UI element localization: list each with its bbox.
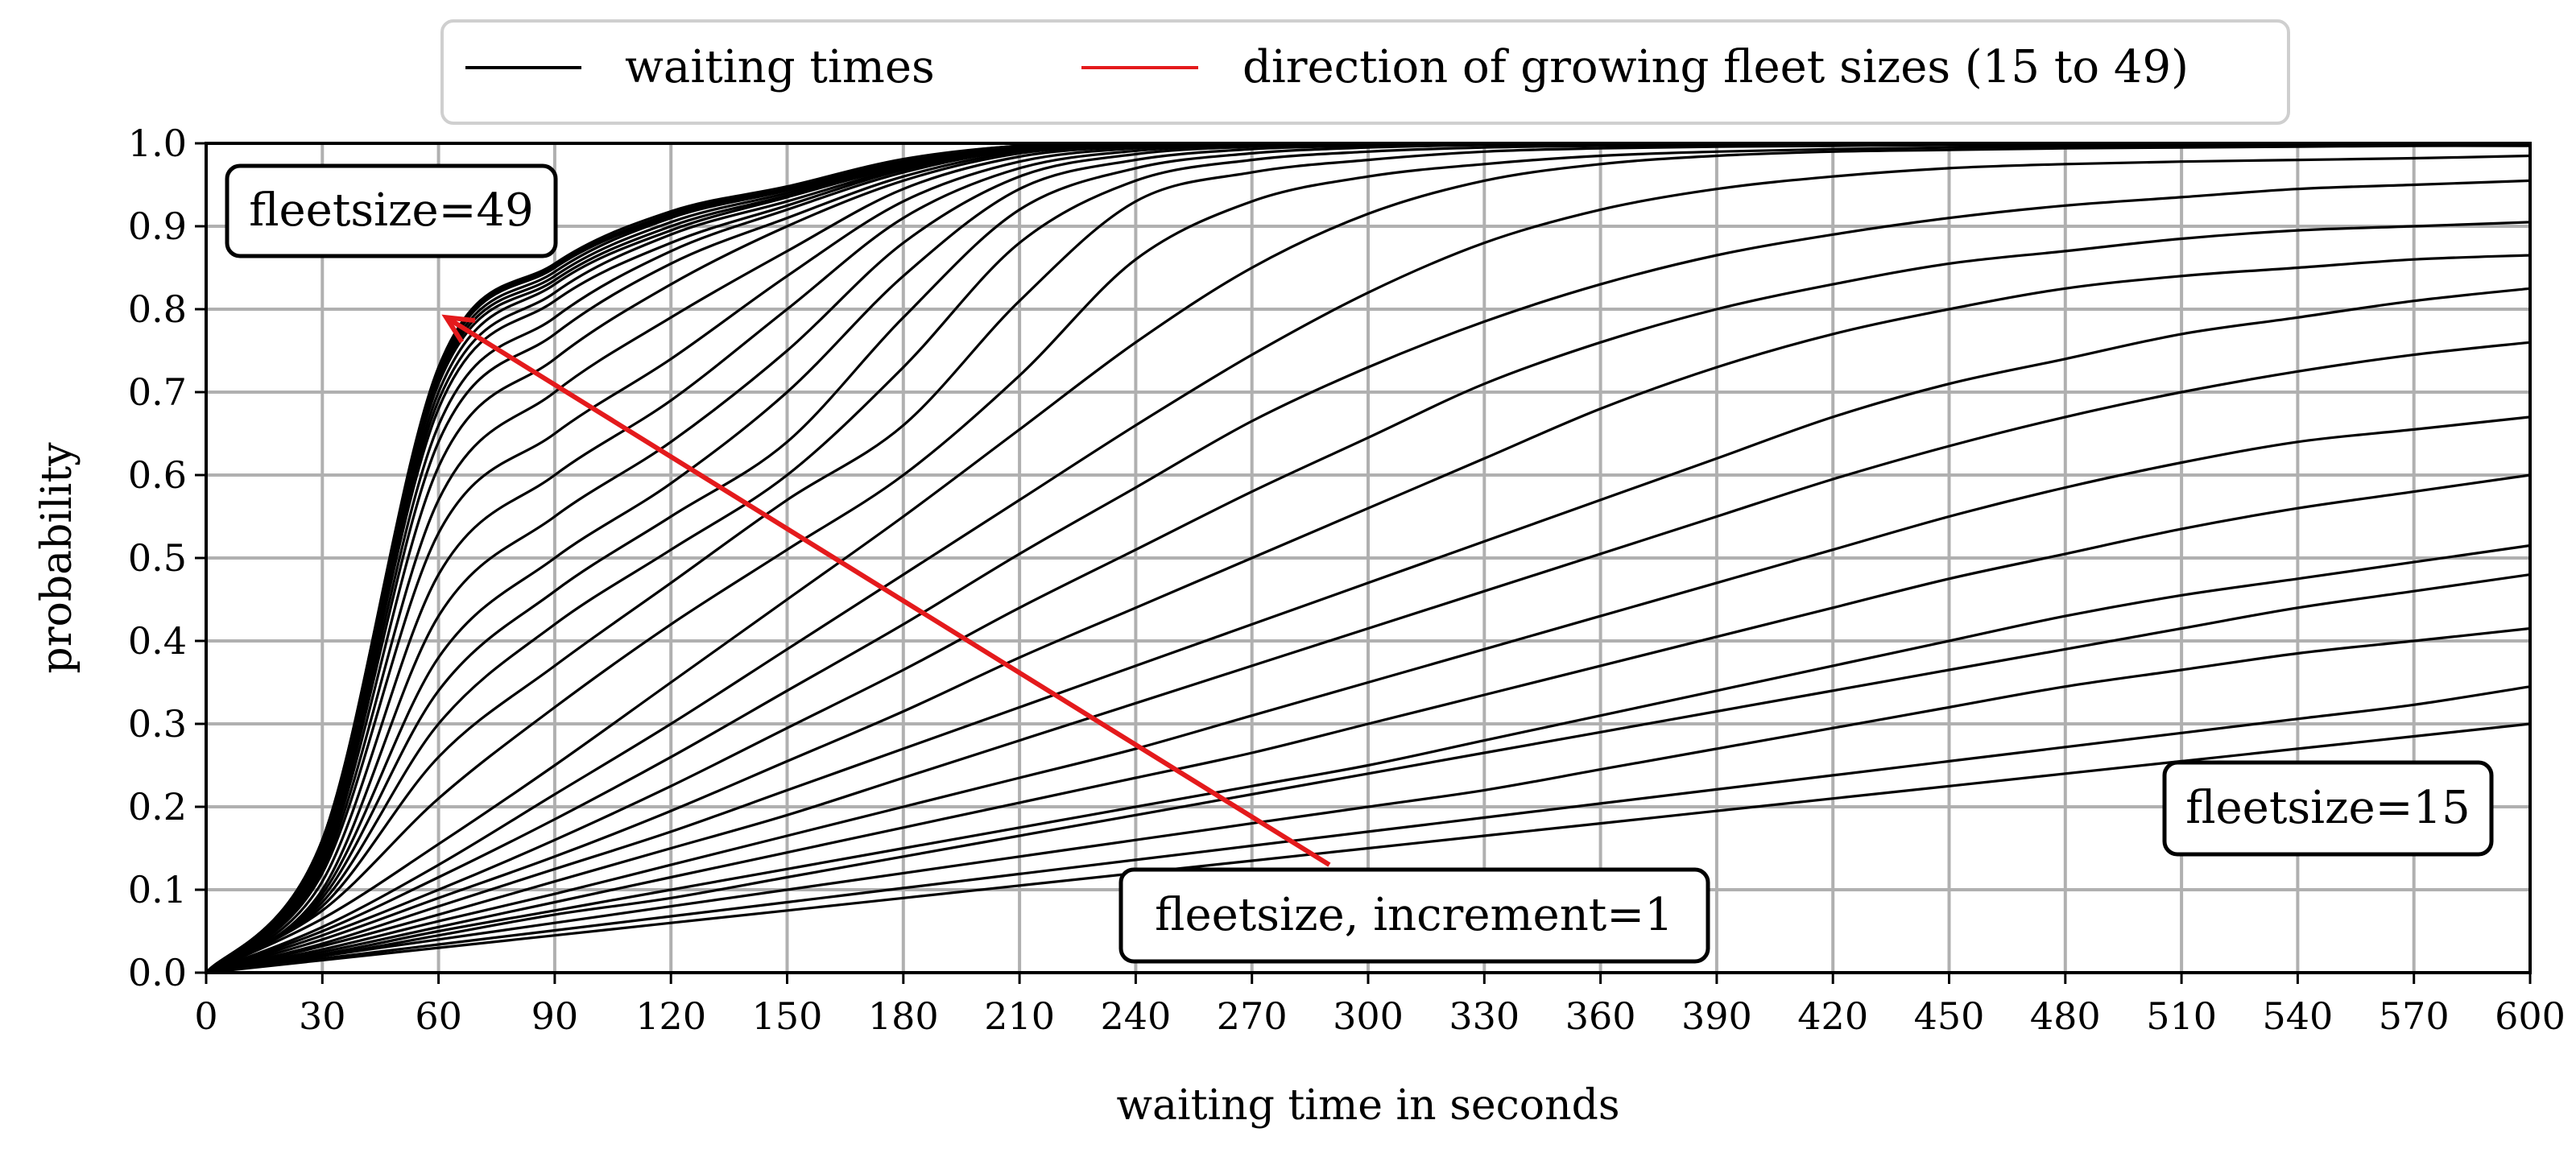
waiting-time-curve-3	[205, 573, 2531, 974]
waiting-time-curve-4	[205, 544, 2531, 974]
waiting-time-curve-12	[205, 154, 2531, 974]
y-tick-label: 0.2	[128, 785, 187, 829]
annotation-fleetsize-15: fleetsize=15	[2162, 760, 2494, 857]
y-axis-ticks: 0.0 0.1 0.2 0.3 0.4 0.5 0.6 0.7 0.8 0.9 1.0	[128, 122, 206, 994]
direction-arrow-head	[441, 314, 476, 344]
y-tick-label: 0.7	[128, 370, 187, 414]
legend-label-direction: direction of growing fleet sizes (15 to …	[1243, 41, 2189, 93]
annotation-text-bottom-right: fleetsize=15	[2185, 782, 2471, 834]
waiting-time-curve-8	[205, 287, 2531, 974]
legend-label-waiting-times: waiting times	[625, 41, 935, 93]
annotation-box	[225, 163, 558, 258]
waiting-time-curve-1	[205, 685, 2531, 974]
x-tick-label: 180	[868, 994, 939, 1038]
annotation-text-arrow: fleetsize, increment=1	[1155, 889, 1673, 941]
x-tick-label: 450	[1914, 994, 1985, 1038]
y-tick-label: 0.6	[128, 453, 187, 497]
y-tick-label: 0.5	[128, 536, 187, 580]
direction-arrow	[441, 314, 1331, 867]
annotation-arrow-label: fleetsize, increment=1	[1118, 867, 1710, 964]
x-tick-label: 330	[1449, 994, 1520, 1038]
x-tick-label: 420	[1797, 994, 1868, 1038]
x-tick-label: 60	[415, 994, 462, 1038]
waiting-time-curve-11	[205, 179, 2531, 974]
annotation-text-top-left: fleetsize=49	[249, 184, 534, 237]
annotation-fleetsize-49: fleetsize=49	[225, 163, 558, 258]
x-axis-ticks: 0 30 60 90 120 150 180 210 240 270 300 330 360 390 420…	[194, 973, 2566, 1038]
x-tick-label: 300	[1333, 994, 1404, 1038]
y-tick-label: 0.3	[128, 702, 187, 746]
x-tick-label: 30	[299, 994, 346, 1038]
y-tick-label: 0.0	[128, 951, 187, 994]
waiting-time-curve-9	[205, 254, 2531, 974]
y-tick-label: 0.1	[128, 868, 187, 911]
x-tick-label: 240	[1100, 994, 1171, 1038]
legend: waiting times direction of growing fleet…	[440, 19, 2290, 125]
x-tick-label: 0	[194, 994, 217, 1038]
y-tick-label: 0.4	[128, 619, 187, 663]
waiting-time-curve-7	[205, 341, 2531, 974]
y-tick-label: 0.9	[128, 205, 187, 248]
y-tick-label: 1.0	[128, 122, 187, 165]
waiting-time-curve-2	[205, 626, 2531, 974]
x-tick-label: 210	[984, 994, 1055, 1038]
annotation-box	[1118, 867, 1710, 964]
waiting-time-curve-13	[205, 144, 2531, 974]
x-tick-label: 90	[531, 994, 579, 1038]
x-tick-label: 480	[2030, 994, 2101, 1038]
y-axis-label: probability	[33, 442, 81, 674]
waiting-time-curve-6	[205, 415, 2531, 974]
x-tick-label: 570	[2379, 994, 2450, 1038]
x-tick-label: 540	[2262, 994, 2333, 1038]
x-tick-label: 120	[635, 994, 706, 1038]
x-tick-label: 270	[1217, 994, 1288, 1038]
annotation-box	[2162, 760, 2494, 857]
x-tick-label: 360	[1565, 994, 1636, 1038]
y-tick-label: 0.8	[128, 287, 187, 331]
x-axis-label: waiting time in seconds	[1116, 1081, 1619, 1130]
x-tick-label: 600	[2495, 994, 2566, 1038]
waiting-time-curve-0	[205, 722, 2531, 974]
x-tick-label: 150	[752, 994, 823, 1038]
waiting-time-curve-5	[205, 473, 2531, 974]
legend-frame	[440, 19, 2290, 125]
x-tick-label: 510	[2146, 994, 2217, 1038]
direction-arrow-shaft	[444, 315, 1331, 867]
waiting-time-curve-10	[205, 221, 2531, 974]
x-tick-label: 390	[1681, 994, 1752, 1038]
waiting-time-curve-14	[205, 143, 2531, 974]
